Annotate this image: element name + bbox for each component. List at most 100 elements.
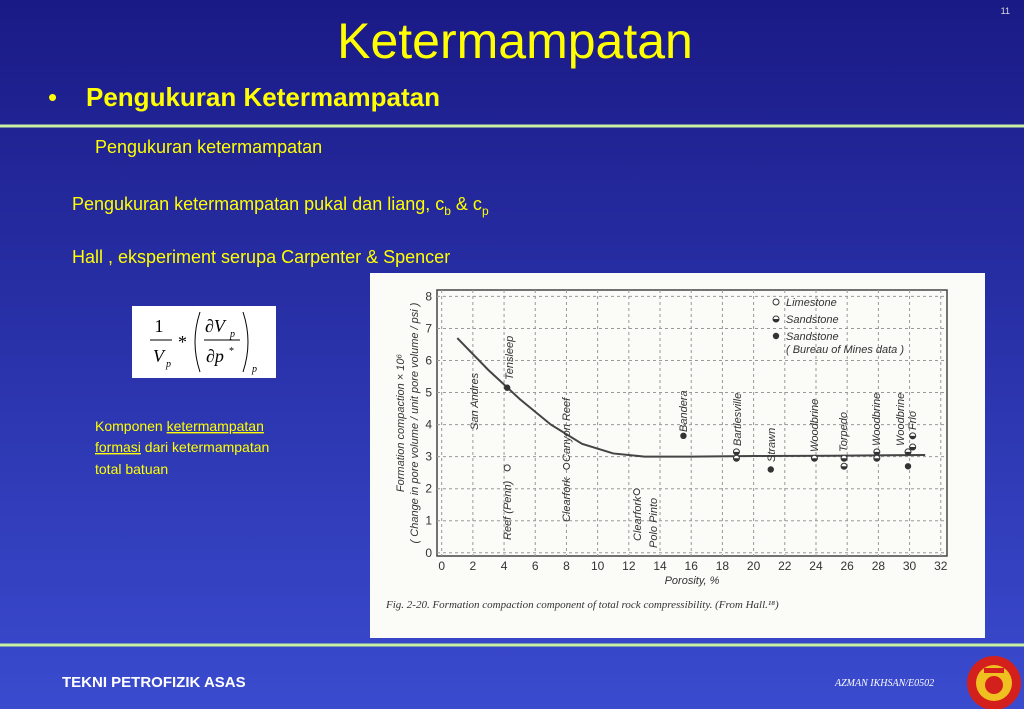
point (680, 432, 687, 440)
marker (633, 488, 641, 496)
y-tick-label: 3 (425, 450, 432, 464)
legend-label: Sandstone (786, 331, 839, 343)
point (904, 463, 912, 470)
annotation: Polo Pinto (648, 498, 660, 548)
point (503, 464, 511, 472)
point (772, 298, 780, 306)
sub: p (165, 359, 171, 370)
x-tick-label: 4 (501, 559, 508, 573)
point (873, 448, 881, 456)
marker-half (733, 458, 740, 462)
line1: Pengukuran ketermampatan pukal dan liang… (72, 194, 489, 218)
link: ketermampatan (167, 418, 264, 434)
marker (562, 462, 570, 470)
annotation: Woodbrine (871, 393, 883, 446)
x-tick-label: 10 (591, 559, 605, 573)
point (633, 488, 641, 496)
dp: ∂p (206, 346, 224, 366)
point (503, 384, 511, 391)
annotation: Woodbrine (809, 399, 821, 452)
point (772, 332, 780, 340)
y-axis-label: Formation compaction × 10⁶ (395, 353, 407, 492)
x-tick-label: 20 (747, 559, 761, 573)
line2: Hall , eksperiment serupa Carpenter & Sp… (72, 247, 450, 267)
formula-box (132, 306, 276, 378)
marker (772, 332, 780, 340)
point (562, 462, 570, 470)
x-tick-label: 8 (563, 559, 570, 573)
y-tick-label: 8 (425, 289, 432, 303)
annotation: Reef (Penn) (502, 480, 514, 540)
link: formasi (95, 439, 141, 455)
V: V (153, 346, 166, 366)
y-tick-label: 1 (425, 514, 432, 528)
marker-half (873, 458, 880, 462)
marker-half (841, 458, 848, 462)
paren (194, 311, 201, 373)
sub: p (482, 204, 489, 218)
text: Komponen (95, 418, 167, 434)
annotation: San Andres (469, 372, 481, 430)
point (732, 448, 740, 456)
x-tick-label: 28 (872, 559, 886, 573)
subheading: Pengukuran ketermampatan (95, 137, 322, 157)
title: Ketermampatan (337, 13, 693, 69)
x-tick-label: 30 (903, 559, 917, 573)
sub: p (251, 364, 257, 375)
x-tick-label: 2 (470, 559, 477, 573)
note: Komponen ketermampatan formasi dari kete… (95, 418, 269, 477)
marker (503, 384, 511, 391)
annotation: Woodbrine (895, 393, 907, 446)
marker-half (909, 447, 916, 451)
logo (967, 656, 1021, 709)
x-axis-label: Porosity, % (665, 575, 720, 587)
x-tick-label: 16 (685, 559, 699, 573)
marker-half (873, 451, 880, 455)
annotation: Frio (907, 411, 919, 430)
y-tick-label: 2 (425, 482, 432, 496)
x-tick-label: 14 (653, 559, 667, 573)
text: Pengukuran ketermampatan pukal dan liang… (72, 194, 444, 214)
star: * (178, 332, 187, 352)
note-line: total batuan (95, 461, 168, 477)
note-line: formasi dari ketermampatan (95, 439, 269, 455)
y-tick-label: 7 (425, 321, 432, 335)
x-tick-label: 26 (841, 559, 855, 573)
sub: p (229, 329, 235, 340)
x-tick-label: 6 (532, 559, 539, 573)
point (732, 454, 740, 462)
point (909, 443, 917, 451)
marker-half (905, 451, 912, 455)
bullet: Pengukuran Ketermampatan (86, 82, 440, 112)
annotation: Bartlesville (732, 393, 744, 446)
y-axis-label: ( Change in pore volume / unit pore volu… (409, 302, 421, 543)
dV: ∂V (205, 316, 227, 336)
point (904, 448, 912, 456)
y-tick-label: 0 (425, 546, 432, 560)
marker-half (773, 319, 779, 322)
annotation: Tensleep (504, 336, 516, 380)
point (909, 432, 917, 440)
sup: * (229, 346, 234, 357)
slide-number: 11 (1001, 6, 1010, 16)
marker-half (909, 435, 916, 439)
marker (904, 463, 912, 470)
x-tick-label: 12 (622, 559, 636, 573)
sub: b (444, 204, 451, 218)
paren (242, 311, 249, 373)
marker-half (811, 458, 818, 462)
text: dari ketermampatan (141, 439, 269, 455)
y-tick-label: 6 (425, 354, 432, 368)
legend-label: Sandstone (786, 314, 839, 326)
legend-label: Limestone (786, 297, 837, 309)
point (767, 466, 774, 473)
annotation: Clearfork (632, 496, 644, 541)
text: & c (451, 194, 482, 214)
formula: 1 V p * ∂V p ∂p * p (132, 306, 276, 378)
y-tick-label: 5 (425, 386, 432, 400)
x-tick-label: 24 (809, 559, 823, 573)
x-tick-label: 22 (778, 559, 792, 573)
annotation: Canyon Reef (561, 397, 573, 462)
y-tick-label: 4 (425, 418, 432, 432)
